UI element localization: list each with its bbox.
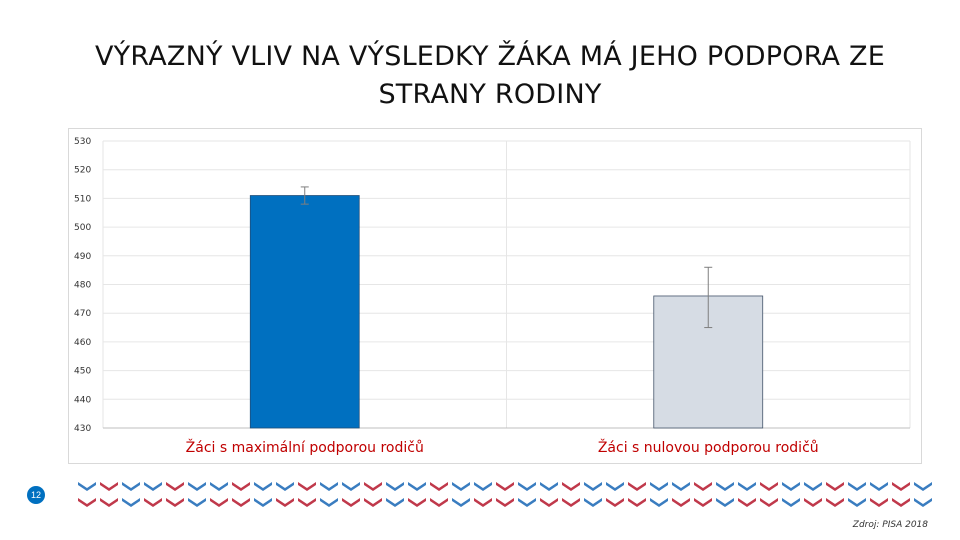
chevron-bottom bbox=[826, 498, 844, 507]
chevron-bottom bbox=[232, 498, 250, 507]
chevron-bottom bbox=[100, 498, 118, 507]
chevron-top bbox=[408, 482, 426, 491]
chevron-bottom bbox=[298, 498, 316, 507]
chevron-top bbox=[650, 482, 668, 491]
chevron-top bbox=[342, 482, 360, 491]
chevron-top bbox=[914, 482, 932, 491]
chevron-top bbox=[628, 482, 646, 491]
chevron-bottom bbox=[188, 498, 206, 507]
chevron-bottom bbox=[364, 498, 382, 507]
y-tick-label: 470 bbox=[74, 309, 91, 319]
y-tick-label: 530 bbox=[74, 137, 91, 147]
chevron-top bbox=[364, 482, 382, 491]
y-tick-label: 510 bbox=[74, 194, 91, 204]
chevron-top bbox=[166, 482, 184, 491]
y-tick-label: 480 bbox=[74, 281, 91, 291]
chevron-top bbox=[474, 482, 492, 491]
chevron-bottom bbox=[628, 498, 646, 507]
chevron-top bbox=[584, 482, 602, 491]
bar-1 bbox=[249, 195, 360, 429]
y-tick-label: 500 bbox=[74, 223, 91, 233]
chevron-bottom bbox=[760, 498, 778, 507]
chevron-top bbox=[804, 482, 822, 491]
chevron-bottom bbox=[210, 498, 228, 507]
chevron-top bbox=[694, 482, 712, 491]
slide-number-badge: 12 bbox=[27, 486, 45, 504]
chevron-bottom bbox=[496, 498, 514, 507]
chevron-bottom bbox=[716, 498, 734, 507]
slide-title: VÝRAZNÝ VLIV NA VÝSLEDKY ŽÁKA MÁ JEHO PO… bbox=[95, 41, 885, 110]
chevron-bottom bbox=[738, 498, 756, 507]
y-tick-label: 430 bbox=[74, 424, 91, 434]
y-tick-label: 520 bbox=[74, 166, 91, 176]
chevron-top bbox=[672, 482, 690, 491]
chevron-bottom bbox=[386, 498, 404, 507]
chevron-top bbox=[122, 482, 140, 491]
x-category-label: Žáci s nulovou podporou rodičů bbox=[598, 438, 819, 456]
chevron-top bbox=[870, 482, 888, 491]
chevron-top bbox=[386, 482, 404, 491]
chevron-bottom bbox=[276, 498, 294, 507]
chevron-bottom bbox=[254, 498, 272, 507]
chevron-bottom bbox=[892, 498, 910, 507]
chevron-top bbox=[452, 482, 470, 491]
chevron-top bbox=[892, 482, 910, 491]
chevron-top bbox=[298, 482, 316, 491]
chevron-bottom bbox=[804, 498, 822, 507]
chevron-top bbox=[430, 482, 448, 491]
chevron-top bbox=[606, 482, 624, 491]
chevron-bottom bbox=[782, 498, 800, 507]
chevron-bottom bbox=[342, 498, 360, 507]
chevron-top bbox=[320, 482, 338, 491]
chevron-top bbox=[738, 482, 756, 491]
chevron-top bbox=[78, 482, 96, 491]
decorative-chevron-pattern bbox=[78, 482, 932, 507]
chevron-bottom bbox=[914, 498, 932, 507]
chevron-bottom bbox=[584, 498, 602, 507]
chevron-bottom bbox=[562, 498, 580, 507]
chevron-bottom bbox=[540, 498, 558, 507]
chevron-top bbox=[496, 482, 514, 491]
chevron-bottom bbox=[848, 498, 866, 507]
chevron-bottom bbox=[430, 498, 448, 507]
chevron-top bbox=[100, 482, 118, 491]
chevron-top bbox=[826, 482, 844, 491]
chevron-top bbox=[232, 482, 250, 491]
x-category-label: Žáci s maximální podporou rodičů bbox=[186, 438, 424, 456]
y-tick-label: 460 bbox=[74, 338, 91, 348]
y-tick-label: 490 bbox=[74, 252, 91, 262]
chart-frame bbox=[68, 128, 922, 464]
chevron-bottom bbox=[672, 498, 690, 507]
chevron-bottom bbox=[166, 498, 184, 507]
y-tick-label: 450 bbox=[74, 367, 91, 377]
chevron-top bbox=[716, 482, 734, 491]
chevron-bottom bbox=[474, 498, 492, 507]
y-tick-label: 440 bbox=[74, 395, 91, 405]
chevron-top bbox=[562, 482, 580, 491]
chevron-bottom bbox=[518, 498, 536, 507]
chevron-bottom bbox=[144, 498, 162, 507]
chevron-bottom bbox=[122, 498, 140, 507]
source-note: Zdroj: PISA 2018 bbox=[852, 520, 928, 530]
chevron-bottom bbox=[694, 498, 712, 507]
chevron-top bbox=[518, 482, 536, 491]
chevron-top bbox=[540, 482, 558, 491]
chevron-top bbox=[782, 482, 800, 491]
chevron-top bbox=[276, 482, 294, 491]
chevron-top bbox=[760, 482, 778, 491]
chevron-bottom bbox=[452, 498, 470, 507]
chevron-top bbox=[848, 482, 866, 491]
chevron-bottom bbox=[606, 498, 624, 507]
chevron-bottom bbox=[650, 498, 668, 507]
chevron-top bbox=[188, 482, 206, 491]
chevron-top bbox=[210, 482, 228, 491]
chevron-bottom bbox=[320, 498, 338, 507]
chevron-top bbox=[254, 482, 272, 491]
chevron-bottom bbox=[408, 498, 426, 507]
bar-chart: 530 520 510 500 490 480 470 460 450 440 430 Žáci s … bbox=[74, 137, 911, 456]
chevron-bottom bbox=[78, 498, 96, 507]
chevron-top bbox=[144, 482, 162, 491]
chevron-bottom bbox=[870, 498, 888, 507]
